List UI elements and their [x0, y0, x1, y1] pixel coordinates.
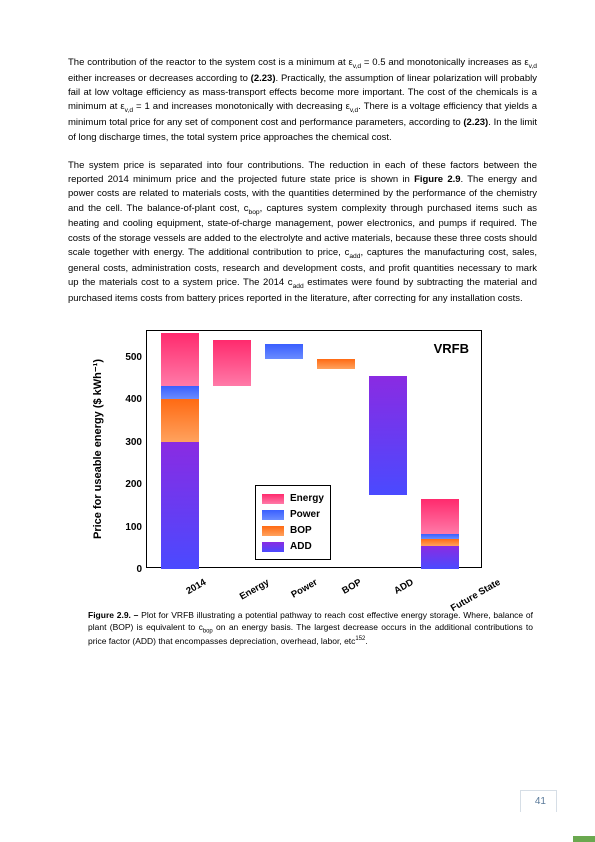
chart-container: Price for useable energy ($ kWh⁻¹) VRFB … [88, 324, 498, 604]
body-paragraph-1: The contribution of the reactor to the s… [68, 56, 537, 145]
bar-segment-add [421, 546, 459, 569]
bar-segment-power [265, 344, 303, 359]
legend-label: ADD [290, 539, 312, 554]
legend-item-add: ADD [262, 539, 324, 554]
y-tick-label: 200 [118, 477, 142, 492]
legend-swatch-bop [262, 526, 284, 536]
figure-2-9: Price for useable energy ($ kWh⁻¹) VRFB … [68, 324, 537, 647]
legend-label: BOP [290, 523, 312, 538]
bar-segment-energy [161, 333, 199, 386]
bar-segment-energy [213, 340, 251, 387]
bar-segment-bop [317, 359, 355, 370]
figure-caption: Figure 2.9. – Plot for VRFB illustrating… [88, 610, 537, 647]
legend-item-bop: BOP [262, 523, 324, 538]
bar-segment-add [369, 376, 407, 495]
chart-title: VRFB [434, 339, 469, 359]
bar-segment-bop [161, 399, 199, 442]
x-tick-label: Power [289, 576, 321, 603]
legend-label: Energy [290, 491, 324, 506]
bar-segment-bop [421, 539, 459, 545]
y-tick-label: 500 [118, 350, 142, 365]
footer-accent [573, 836, 595, 842]
body-paragraph-2: The system price is separated into four … [68, 159, 537, 306]
legend-swatch-add [262, 542, 284, 552]
x-tick-label: Energy [237, 576, 272, 604]
x-tick-label: 2014 [184, 576, 209, 599]
x-tick-label: BOP [340, 576, 365, 599]
bar-segment-power [161, 386, 199, 399]
legend-item-energy: Energy [262, 491, 324, 506]
legend-item-power: Power [262, 507, 324, 522]
chart-plot-area: VRFB EnergyPowerBOPADD [146, 330, 482, 568]
y-tick-label: 100 [118, 520, 142, 535]
legend-swatch-energy [262, 494, 284, 504]
legend-swatch-power [262, 510, 284, 520]
y-tick-label: 400 [118, 392, 142, 407]
y-tick-label: 300 [118, 435, 142, 450]
bar-segment-energy [421, 499, 459, 534]
page-number: 41 [520, 790, 557, 812]
bar-segment-add [161, 442, 199, 570]
bar-segment-power [421, 534, 459, 539]
y-tick-label: 0 [118, 562, 142, 577]
chart-legend: EnergyPowerBOPADD [255, 485, 331, 560]
legend-label: Power [290, 507, 320, 522]
x-tick-label: ADD [392, 576, 417, 599]
